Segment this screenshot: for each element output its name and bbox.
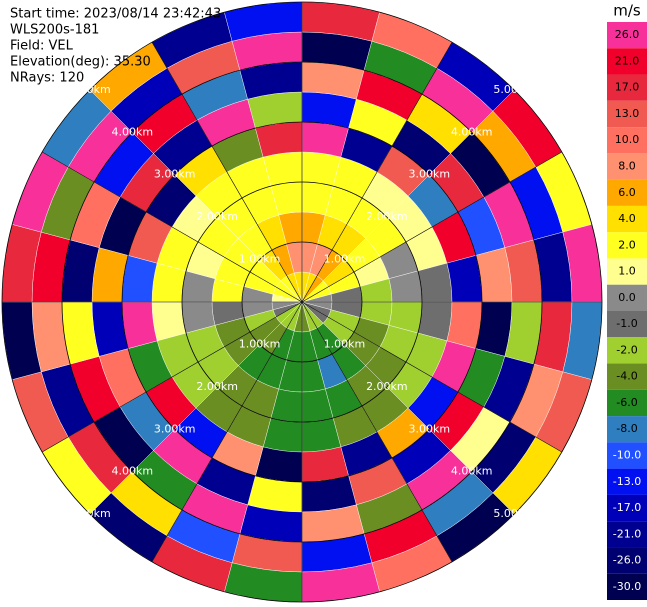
range-label: 3.00km xyxy=(154,422,196,435)
range-ring xyxy=(61,61,543,543)
range-gate-cell xyxy=(446,255,483,303)
range-label: 5.00km xyxy=(69,507,111,520)
spoke xyxy=(301,301,453,562)
colorbar-segment xyxy=(607,232,647,259)
colorbar-segment xyxy=(607,22,647,49)
colorbar-segment xyxy=(607,258,647,285)
colorbar-label: 2.0 xyxy=(618,238,636,251)
colorbar: m/s 26.0 21.0 17.0 13.0 10.0 8.0 6.0 4.0 2.0 1.0 0.… xyxy=(607,2,647,600)
spoke xyxy=(151,301,303,562)
colorbar-segment xyxy=(607,573,647,600)
colorbar-unit: m/s xyxy=(613,2,641,20)
spoke xyxy=(42,151,303,303)
info-block: Start time: 2023/08/14 23:42:43WLS200s-1… xyxy=(10,7,221,86)
range-label: 4.00km xyxy=(451,465,493,478)
colorbar-label: 13.0 xyxy=(615,107,640,120)
colorbar-segment xyxy=(607,311,647,338)
range-label: 2.00km xyxy=(196,210,238,223)
spoke xyxy=(301,301,562,453)
range-gate-cell xyxy=(255,121,303,158)
info-line: Start time: 2023/08/14 23:42:43 xyxy=(10,7,221,22)
info-line: Field: VEL xyxy=(10,39,74,54)
info-line: Elevation(deg): 35.30 xyxy=(10,55,151,70)
colorbar-segment xyxy=(607,442,647,469)
range-gate-cell xyxy=(121,301,158,349)
range-gate-cell xyxy=(301,446,349,483)
range-label: 2.00km xyxy=(196,380,238,393)
spoke xyxy=(301,151,562,303)
colorbar-label: -6.0 xyxy=(616,396,637,409)
range-label: 1.00km xyxy=(239,253,281,266)
range-ring xyxy=(1,1,603,603)
colorbar-segment xyxy=(607,153,647,180)
range-gate-cell xyxy=(301,121,349,158)
colorbar-label: 26.0 xyxy=(615,28,640,41)
colorbar-segment xyxy=(607,547,647,574)
colorbar-segment xyxy=(607,205,647,233)
colorbar-label: -30.0 xyxy=(613,580,641,593)
range-label: 4.00km xyxy=(112,125,154,138)
range-label: 5.00km xyxy=(69,83,111,96)
range-label: 3.00km xyxy=(408,422,450,435)
colorbar-segment xyxy=(607,74,647,101)
range-ring xyxy=(241,241,363,363)
colorbar-segment xyxy=(607,363,647,390)
colorbar-segment xyxy=(607,416,647,443)
colorbar-label: -1.0 xyxy=(616,317,637,330)
spoke xyxy=(42,301,303,453)
colorbar-label: -8.0 xyxy=(616,422,637,435)
range-label: 1.00km xyxy=(239,337,281,350)
colorbar-label: 6.0 xyxy=(618,186,636,199)
range-label: 2.00km xyxy=(366,210,408,223)
colorbar-label: -17.0 xyxy=(613,501,641,514)
colorbar-segment xyxy=(607,521,647,548)
colorbar-label: -4.0 xyxy=(616,370,637,383)
colorbar-segment xyxy=(607,127,647,154)
range-label: 3.00km xyxy=(154,168,196,181)
colorbar-label: 21.0 xyxy=(615,54,640,67)
colorbar-label: 4.0 xyxy=(618,212,636,225)
info-line: WLS200s-181 xyxy=(10,23,99,38)
range-label: 5.00km xyxy=(493,83,535,96)
colorbar-segment xyxy=(607,100,647,128)
colorbar-segment xyxy=(607,48,647,75)
colorbar-label: -2.0 xyxy=(616,343,637,356)
colorbar-segment xyxy=(607,389,647,417)
colorbar-segment xyxy=(607,179,647,206)
range-gate-cell xyxy=(446,301,483,349)
range-label: 1.00km xyxy=(324,337,366,350)
colorbar-segment xyxy=(607,468,647,495)
range-gate-cell xyxy=(255,446,303,483)
range-ring xyxy=(121,121,483,483)
colorbar-label: -21.0 xyxy=(613,527,641,540)
range-label: 3.00km xyxy=(408,168,450,181)
colorbar-label: -26.0 xyxy=(613,554,641,567)
range-label: 5.00km xyxy=(493,507,535,520)
colorbar-label: 1.0 xyxy=(618,265,636,278)
range-gate-cell xyxy=(121,255,158,303)
range-label: 4.00km xyxy=(451,125,493,138)
range-label: 4.00km xyxy=(112,465,154,478)
info-line: NRays: 120 xyxy=(10,71,84,86)
colorbar-label: -10.0 xyxy=(613,449,641,462)
colorbar-label: -13.0 xyxy=(613,475,641,488)
spoke xyxy=(301,42,453,303)
colorbar-label: 8.0 xyxy=(618,160,636,173)
colorbar-label: 17.0 xyxy=(615,81,640,94)
colorbar-label: 0.0 xyxy=(618,291,636,304)
spoke xyxy=(151,42,303,303)
colorbar-segment xyxy=(607,284,647,311)
colorbar-label: 10.0 xyxy=(615,133,640,146)
range-label: 2.00km xyxy=(366,380,408,393)
range-ring xyxy=(181,181,423,423)
plot-area: 1.00km 1.00km 1.00km 1.00km 2.00km 2.00km 2.00… xyxy=(1,1,603,603)
colorbar-segment xyxy=(607,494,647,522)
range-label: 1.00km xyxy=(324,253,366,266)
colorbar-segment xyxy=(607,337,647,364)
